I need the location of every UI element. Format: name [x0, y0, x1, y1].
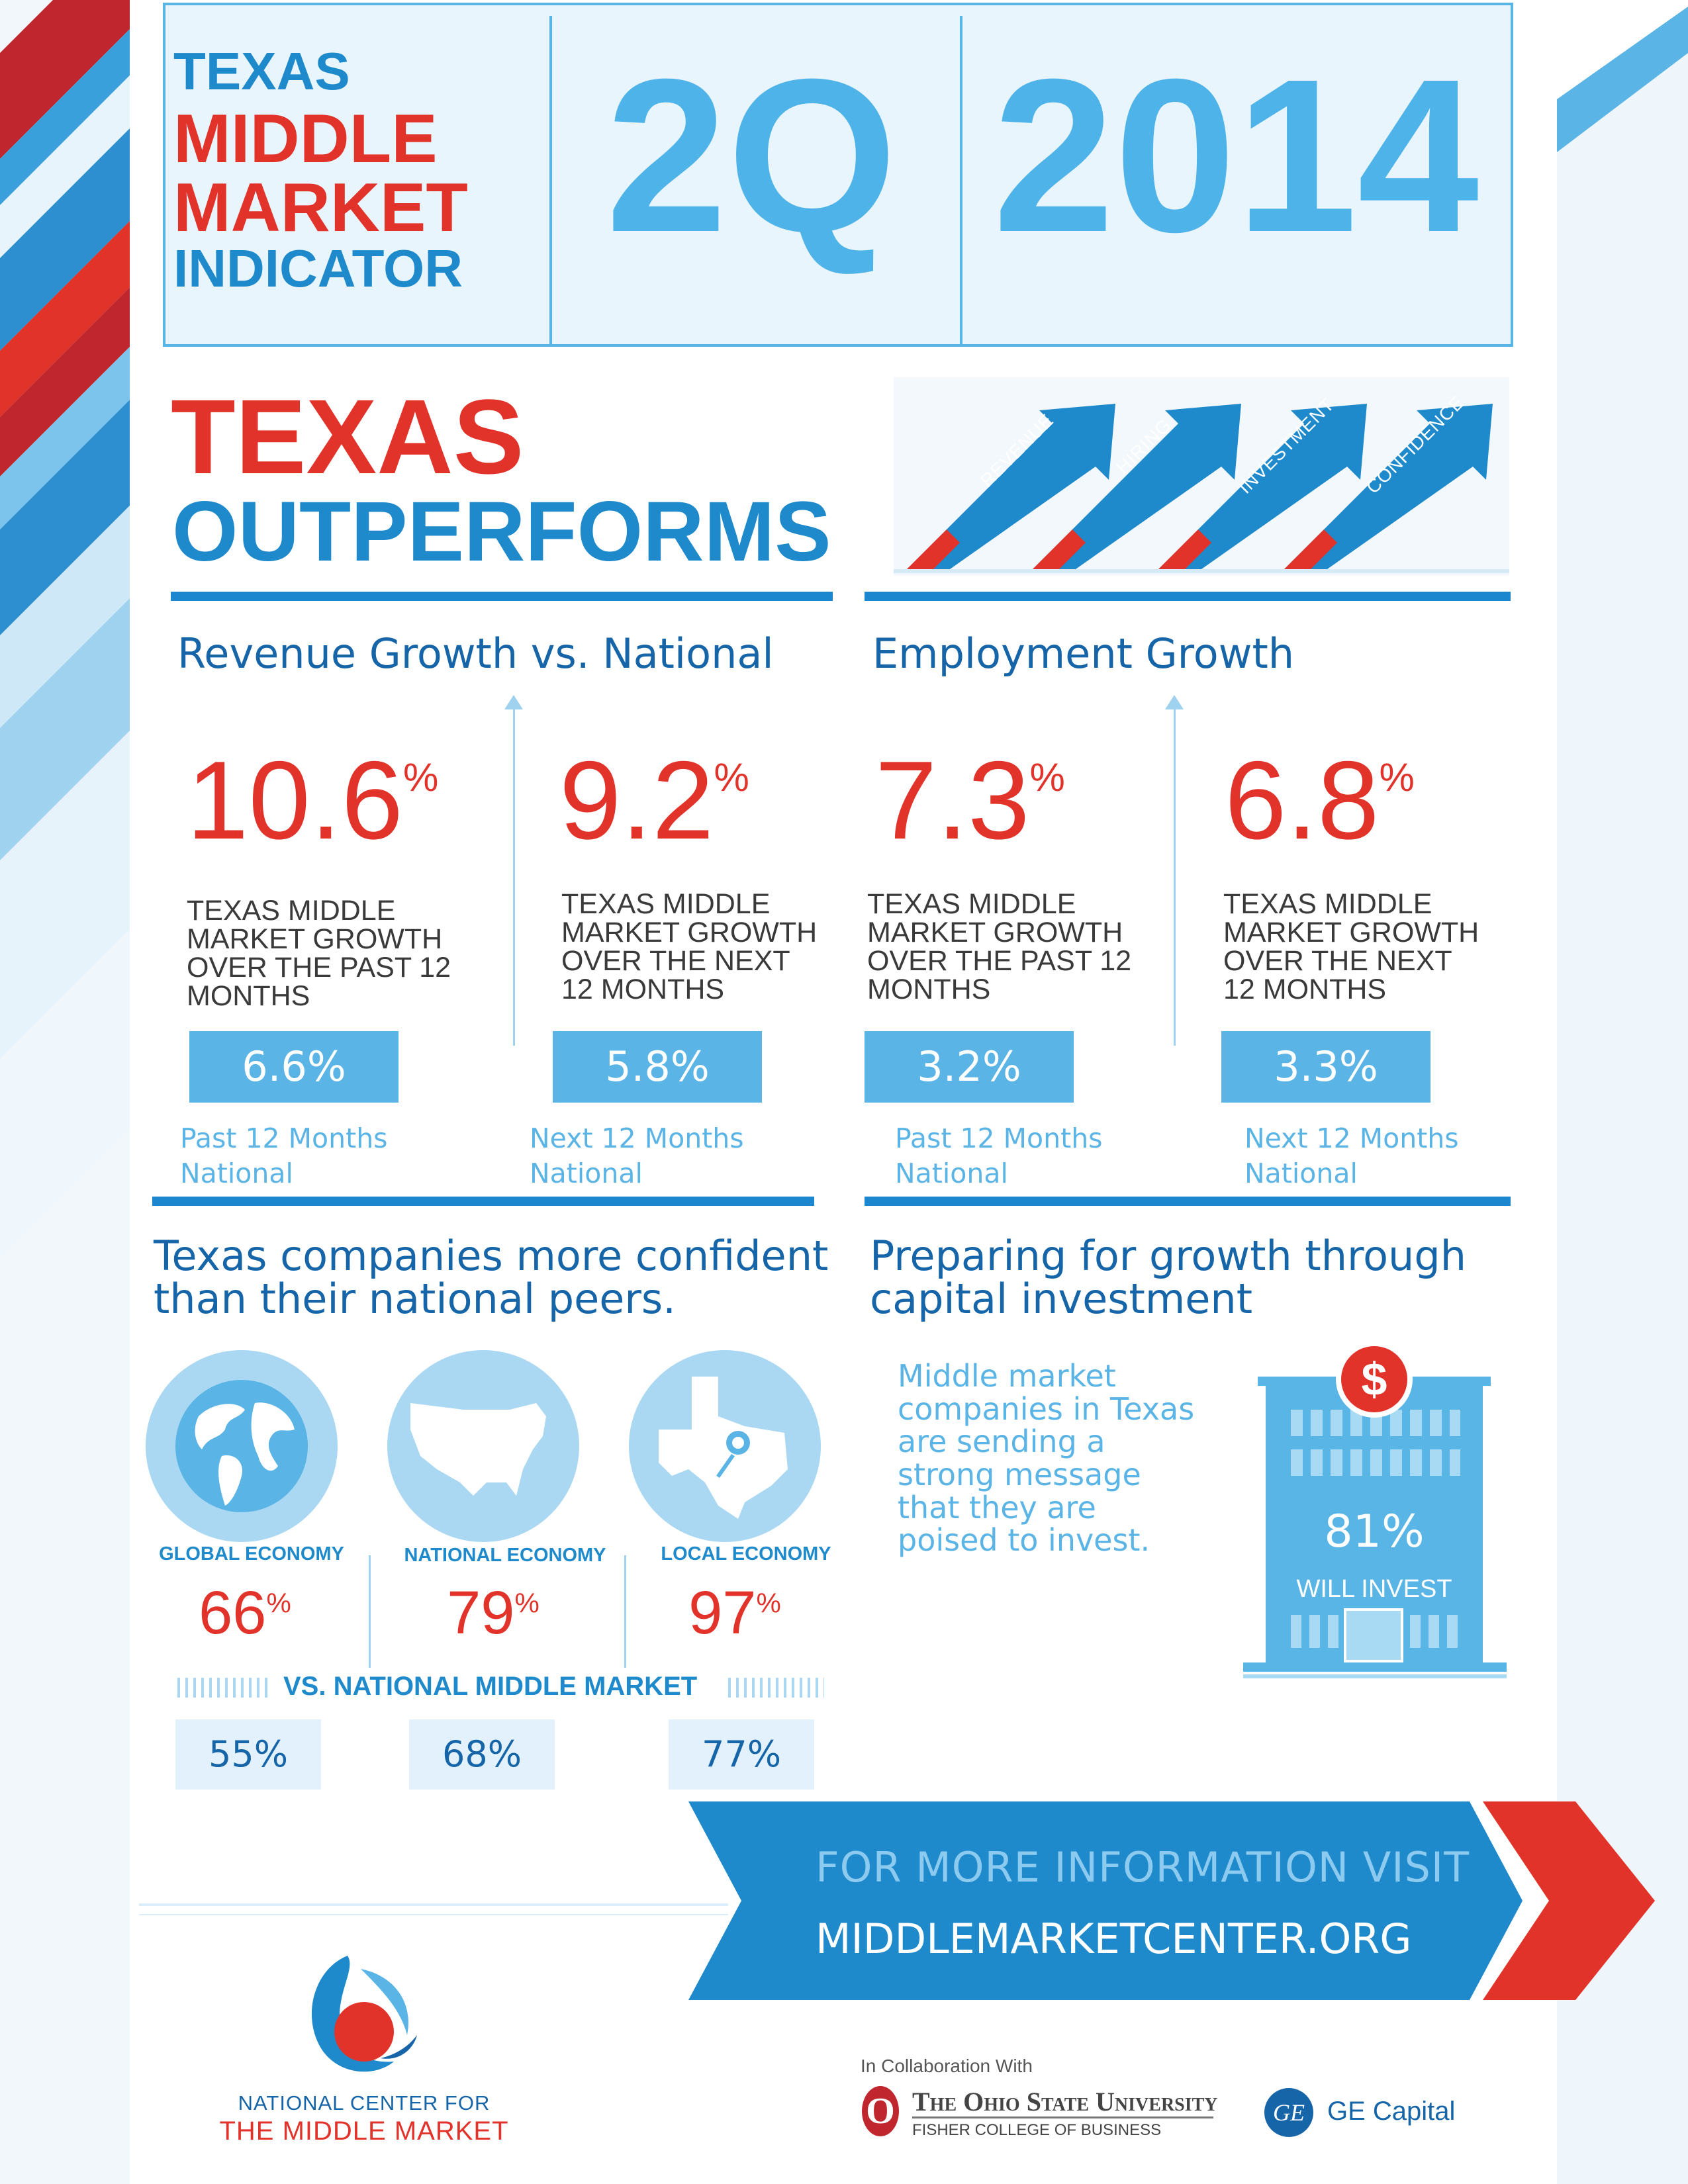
hero-title-outperforms: OUTPERFORMS: [172, 484, 831, 579]
local-economy-pct: 97%: [688, 1579, 781, 1647]
vs-ticks-left: [177, 1678, 270, 1698]
header-title-indicator: INDICATOR: [173, 239, 463, 298]
employment-divider-line: [1174, 708, 1176, 1046]
revenue-divider-line: [513, 708, 515, 1046]
growth-arrows-graphic: [894, 377, 1509, 576]
building-windows-row-4: [1410, 1615, 1463, 1648]
ge-capital-name: GE Capital: [1327, 2097, 1456, 2126]
employment-past-desc: TEXAS MIDDLE MARKET GROWTH OVER THE PAST…: [867, 888, 1132, 1005]
revenue-past-national-label: Past 12 Months National: [180, 1122, 388, 1190]
employment-past-value: 7.3%: [875, 738, 1065, 862]
investment-description: Middle market companies in Texas are sen…: [898, 1358, 1195, 1559]
confidence-section-title: Texas companies more confident than their…: [154, 1232, 829, 1324]
header-divider: [960, 16, 962, 347]
investment-section-title: Preparing for growth through capital inve…: [870, 1232, 1466, 1324]
header-box: [163, 3, 1513, 347]
national-economy-label: NATIONAL ECONOMY: [404, 1545, 606, 1566]
footer-divider-line-2: [139, 1914, 728, 1915]
revenue-next-desc: TEXAS MIDDLE MARKET GROWTH OVER THE NEXT…: [561, 888, 818, 1005]
global-national-box: 55%: [175, 1719, 321, 1790]
ncmm-logo-icon: [311, 1956, 417, 2072]
revenue-past-value: 10.6%: [187, 738, 439, 862]
national-national-box: 68%: [409, 1719, 555, 1790]
osu-logo-icon: O: [862, 2086, 899, 2136]
employment-next-desc: TEXAS MIDDLE MARKET GROWTH OVER THE NEXT…: [1223, 888, 1479, 1005]
mid-rule-right: [865, 1197, 1511, 1206]
employment-next-national-box: 3.3%: [1221, 1031, 1430, 1103]
hero-title-texas: TEXAS: [171, 377, 524, 496]
revenue-next-national-label: Next 12 Months National: [530, 1122, 744, 1190]
will-invest-pct: 81%: [1324, 1506, 1425, 1558]
revenue-next-national-box: 5.8%: [553, 1031, 762, 1103]
confidence-divider-2: [624, 1555, 626, 1668]
header-divider: [549, 16, 552, 347]
revenue-past-desc: TEXAS MIDDLE MARKET GROWTH OVER THE PAST…: [187, 895, 451, 1012]
osu-college: FISHER COLLEGE OF BUSINESS: [912, 2121, 1162, 2139]
ge-logo-icon: GE: [1264, 2088, 1313, 2137]
building-windows-row-3: [1291, 1615, 1344, 1648]
osu-name: The Ohio State University: [912, 2087, 1218, 2116]
building-door: [1344, 1608, 1403, 1662]
org-name-line1: NATIONAL CENTER FOR: [238, 2091, 491, 2115]
header-title-texas: TEXAS: [173, 42, 350, 101]
year-label: 2014: [993, 33, 1479, 277]
quarter-label: 2Q: [606, 33, 898, 277]
texas-map-icon: [659, 1377, 788, 1519]
globe-icon: [175, 1380, 308, 1512]
employment-next-value: 6.8%: [1225, 738, 1415, 862]
employment-next-national-label: Next 12 Months National: [1244, 1122, 1459, 1190]
vs-ticks-right: [728, 1678, 824, 1698]
revenue-past-national-box: 6.6%: [189, 1031, 399, 1103]
banner-line-info: FOR MORE INFORMATION VISIT: [816, 1843, 1470, 1891]
building-base-shadow: [1243, 1674, 1507, 1678]
hero-rule-left: [171, 592, 833, 601]
mid-rule-left: [152, 1197, 814, 1206]
employment-section-title: Employment Growth: [872, 629, 1295, 678]
osu-rule: [912, 2116, 1213, 2118]
left-stripes-decoration: [0, 0, 132, 1257]
banner-link-url[interactable]: MIDDLEMARKETCENTER.ORG: [816, 1915, 1412, 1963]
employment-past-national-label: Past 12 Months National: [895, 1122, 1103, 1190]
footer-divider-line: [139, 1903, 728, 1906]
will-invest-label: WILL INVEST: [1296, 1575, 1452, 1603]
confidence-divider-1: [369, 1555, 371, 1668]
hero-rule-right: [865, 592, 1511, 601]
employment-past-national-box: 3.2%: [865, 1031, 1074, 1103]
info-banner-arrow[interactable]: [688, 1801, 1668, 2000]
employment-divider-arrow: [1165, 695, 1184, 709]
national-economy-pct: 79%: [447, 1579, 539, 1647]
revenue-divider-arrow: [504, 695, 523, 709]
usa-map-icon: [410, 1403, 546, 1496]
building-base: [1243, 1662, 1507, 1672]
building-windows-row-2: [1291, 1449, 1460, 1476]
collaboration-label: In Collaboration With: [861, 2056, 1033, 2076]
header-title-middle: MIDDLE: [173, 101, 438, 177]
revenue-next-value: 9.2%: [559, 738, 749, 862]
global-economy-label: GLOBAL ECONOMY: [159, 1543, 344, 1565]
local-economy-label: LOCAL ECONOMY: [661, 1543, 831, 1565]
dollar-icon: $: [1341, 1346, 1407, 1412]
header-title-market: MARKET: [173, 169, 468, 246]
global-economy-pct: 66%: [199, 1579, 291, 1647]
local-national-box: 77%: [669, 1719, 814, 1790]
org-name-line2: THE MIDDLE MARKET: [219, 2116, 509, 2146]
vs-national-label: VS. NATIONAL MIDDLE MARKET: [283, 1672, 698, 1701]
revenue-section-title: Revenue Growth vs. National: [177, 629, 774, 678]
